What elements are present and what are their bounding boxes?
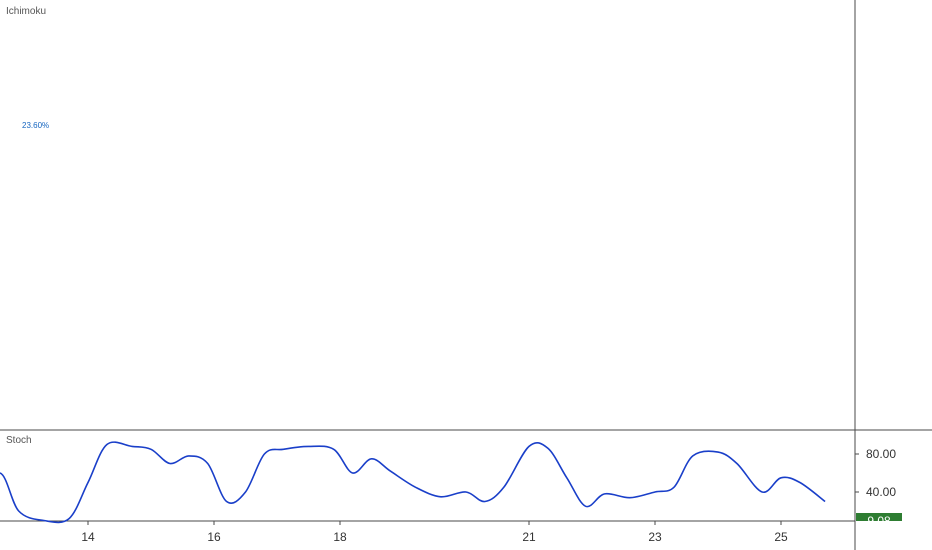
stoch-last-value: 9.08 (867, 514, 891, 528)
time-tick-label: 18 (333, 530, 347, 544)
stoch-last-value-tag (856, 513, 902, 521)
time-axis: 14161821232528 (81, 521, 788, 544)
indicator-title: Ichimoku (6, 6, 46, 17)
time-tick-label: 25 (774, 530, 788, 544)
fib-level-label: 23.60% (22, 121, 49, 130)
time-tick-label: 16 (207, 530, 221, 544)
oscillator-title: Stoch (6, 435, 32, 446)
time-tick-label: 21 (522, 530, 536, 544)
time-tick-label: 23 (648, 530, 662, 544)
time-tick-label: 14 (81, 530, 95, 544)
stoch-tick-label: 80.00 (866, 447, 896, 461)
stoch-tick-label: 40.00 (866, 485, 896, 499)
stoch-panel: 40.00 80.00 9.08 (0, 441, 902, 528)
stoch-line (0, 441, 826, 524)
